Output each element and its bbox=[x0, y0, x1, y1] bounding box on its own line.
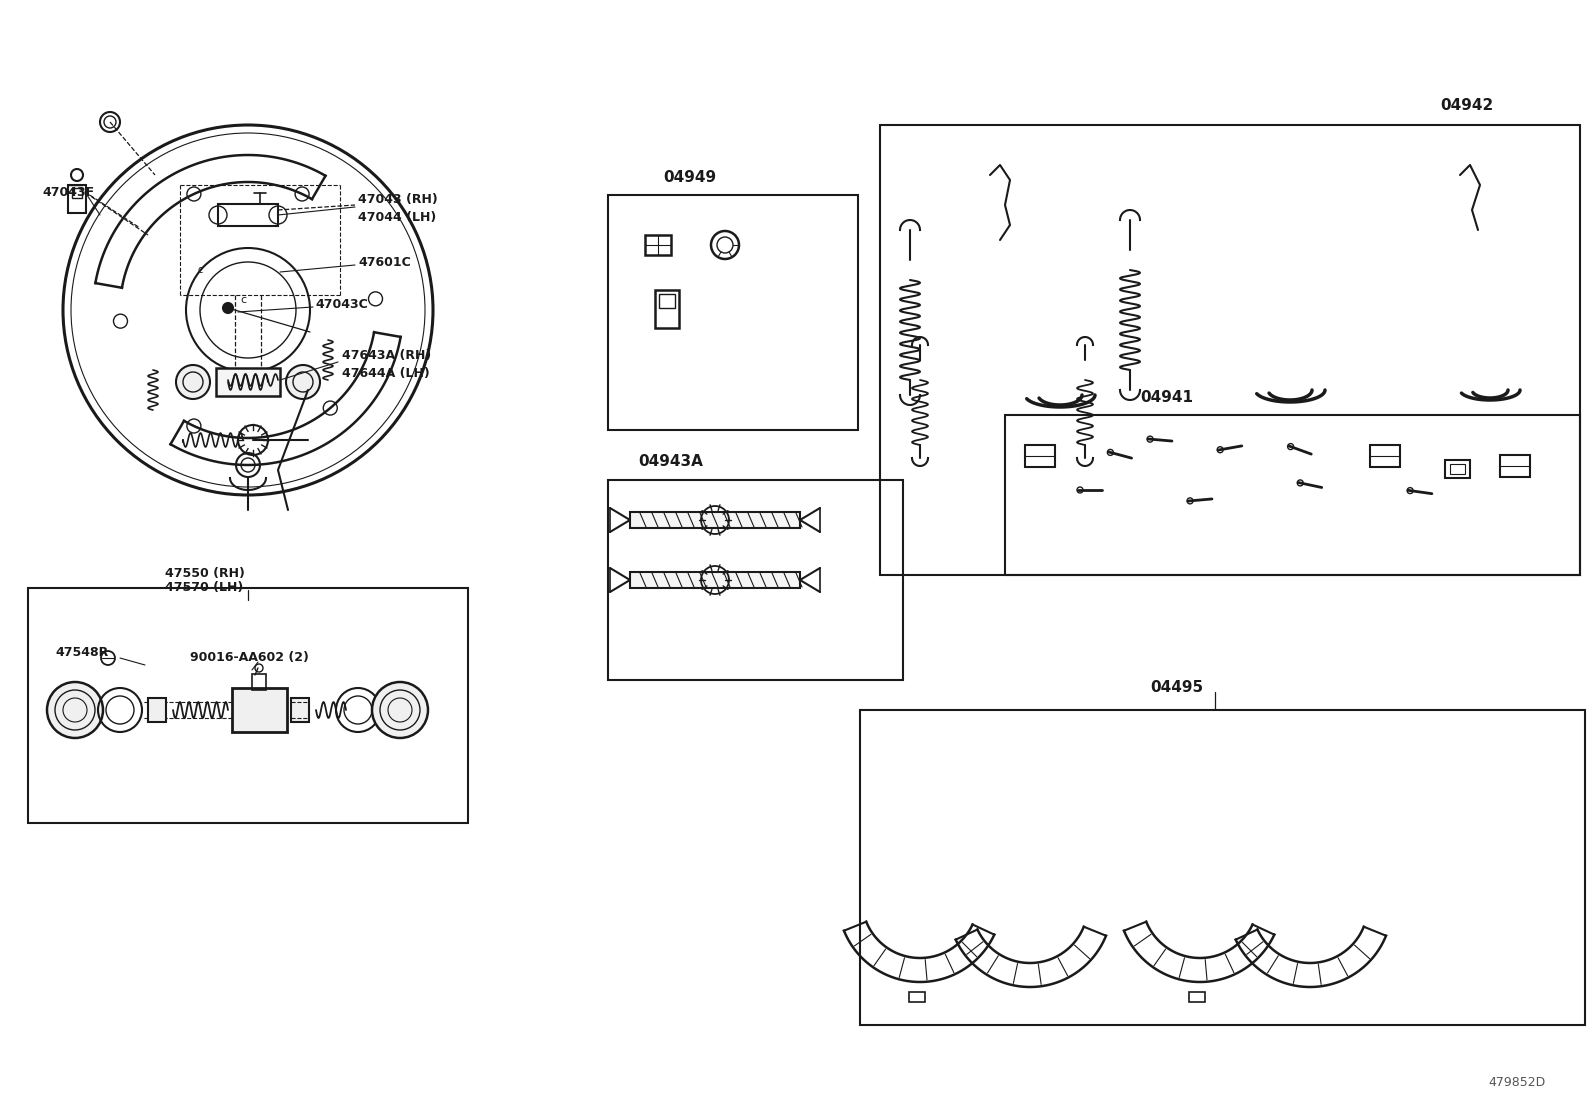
Bar bbox=[232, 688, 287, 732]
Text: 47550 (RH): 47550 (RH) bbox=[166, 566, 245, 579]
Bar bbox=[29, 588, 468, 823]
Bar bbox=[654, 290, 680, 328]
Text: 47043C: 47043C bbox=[315, 299, 368, 311]
Circle shape bbox=[48, 682, 103, 739]
Bar bbox=[1025, 445, 1055, 467]
Bar bbox=[608, 480, 903, 680]
Text: 47548R: 47548R bbox=[56, 645, 108, 658]
Bar bbox=[1500, 455, 1530, 477]
Text: 90016-AA602 (2): 90016-AA602 (2) bbox=[189, 652, 309, 665]
Text: 47644A (LH): 47644A (LH) bbox=[342, 366, 430, 379]
Bar bbox=[880, 125, 1579, 575]
Text: 04943A: 04943A bbox=[638, 455, 704, 469]
Text: 04949: 04949 bbox=[662, 169, 716, 185]
Text: 04941: 04941 bbox=[1140, 389, 1192, 404]
Text: 47044 (LH): 47044 (LH) bbox=[358, 211, 436, 223]
Bar bbox=[645, 235, 670, 255]
Text: 04942: 04942 bbox=[1441, 98, 1493, 112]
Bar bbox=[1189, 992, 1205, 1002]
Text: c: c bbox=[197, 265, 202, 275]
Bar bbox=[860, 710, 1586, 1025]
Bar bbox=[1005, 415, 1579, 575]
Bar bbox=[72, 188, 83, 198]
Bar bbox=[1450, 464, 1465, 474]
Bar bbox=[252, 674, 266, 690]
Bar bbox=[1371, 445, 1399, 467]
Circle shape bbox=[373, 682, 428, 739]
Bar bbox=[630, 512, 801, 528]
Bar bbox=[659, 295, 675, 308]
Text: 04495: 04495 bbox=[1149, 680, 1204, 696]
Bar bbox=[909, 992, 925, 1002]
Text: 47043F: 47043F bbox=[41, 187, 94, 200]
Text: 47601C: 47601C bbox=[358, 256, 411, 269]
Bar bbox=[218, 204, 279, 226]
Bar bbox=[68, 185, 86, 213]
Bar bbox=[217, 368, 280, 396]
Bar bbox=[148, 698, 166, 722]
Circle shape bbox=[223, 303, 232, 313]
Bar bbox=[1446, 460, 1469, 478]
Text: 47643A (RH): 47643A (RH) bbox=[342, 349, 431, 363]
Bar bbox=[291, 698, 309, 722]
Text: c: c bbox=[240, 295, 247, 306]
Circle shape bbox=[287, 365, 320, 399]
Text: 47043 (RH): 47043 (RH) bbox=[358, 193, 438, 207]
Bar bbox=[630, 571, 801, 588]
Circle shape bbox=[177, 365, 210, 399]
Text: 479852D: 479852D bbox=[1489, 1076, 1546, 1088]
Text: 47570 (LH): 47570 (LH) bbox=[166, 581, 244, 595]
Bar bbox=[608, 195, 858, 430]
